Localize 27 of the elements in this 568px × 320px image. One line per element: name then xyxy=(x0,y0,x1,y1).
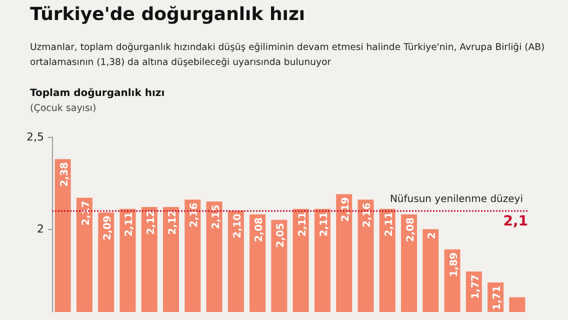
y-axis-title: Toplam doğurganlık hızı xyxy=(30,88,165,99)
data-label: 2,38 xyxy=(59,162,70,187)
data-label: 2,11 xyxy=(124,212,136,237)
data-label: 2,12 xyxy=(146,210,157,235)
data-label: 2,16 xyxy=(362,202,374,228)
data-label: 2,05 xyxy=(276,222,287,248)
data-label: 2,16 xyxy=(189,202,200,228)
y-tick-label: 2,5 xyxy=(26,130,44,144)
data-label: 2,19 xyxy=(340,197,352,222)
annotation: 2,1 xyxy=(503,214,528,230)
data-label: 2,11 xyxy=(384,212,395,237)
data-label: 2,15 xyxy=(210,204,222,230)
data-label: 2,08 xyxy=(406,217,416,242)
data-label: 1,71 xyxy=(492,286,504,310)
chart-subtitle: Uzmanlar, toplam doğurganlık hızındaki düşüş eğiliminin devam etmesi halinde Türkiye'nin, Avrupa Birliği (AB) ortalamasının (1,38) da altına düşebileceği uyarısında bulunuyor xyxy=(30,41,546,70)
data-label: 2,10 xyxy=(232,214,244,238)
data-label: 2,11 xyxy=(318,212,330,237)
data-label: 2,08 xyxy=(254,217,266,242)
text: (Çocuk sayısı) xyxy=(30,103,96,114)
data-label: 1,77 xyxy=(470,274,482,300)
data-label: 2,09 xyxy=(102,216,114,240)
data-label: 2,12 xyxy=(168,210,178,235)
chart-title: Türkiye'de doğurganlık hızı xyxy=(30,4,306,25)
ref-line-label: Nüfusun yenilenme düzeyi xyxy=(390,194,523,206)
data-label: 1,89 xyxy=(448,252,460,278)
data-label: 2,11 xyxy=(297,212,308,237)
data-label: 2 xyxy=(427,232,438,240)
